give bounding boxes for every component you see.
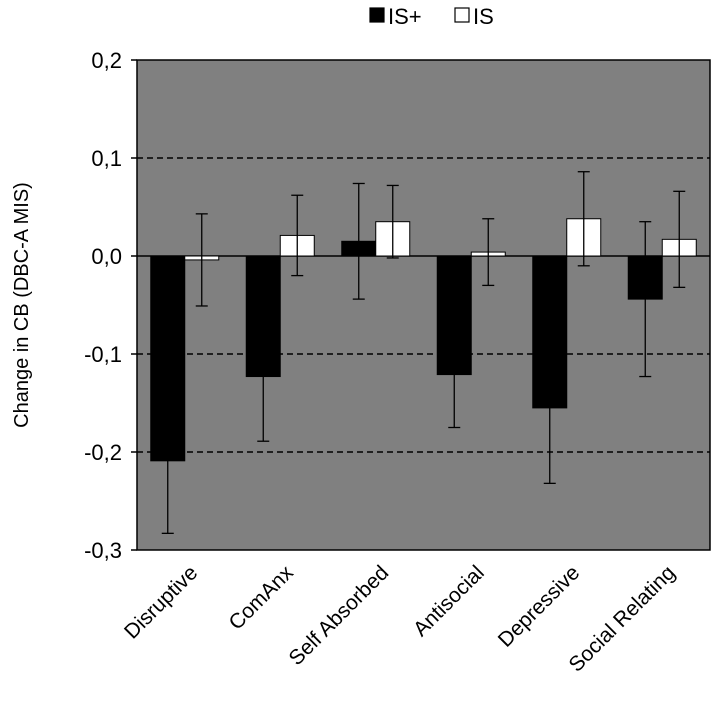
gridlines	[137, 157, 710, 453]
y-tick-label: -0,1	[84, 342, 122, 367]
y-axis-ticks: 0,2 0,1 0,0 -0,1 -0,2 -0,3	[84, 48, 137, 563]
error-bars-group	[161, 171, 686, 534]
y-tick-label: 0,1	[91, 146, 122, 171]
legend-label: IS	[473, 4, 494, 29]
legend: IS+ IS	[369, 4, 494, 29]
y-tick-label: 0,2	[91, 48, 122, 73]
legend-swatch	[454, 7, 470, 23]
y-axis-label: Change in CB (DBC-A MIS)	[11, 182, 33, 428]
y-tick-label: -0,2	[84, 440, 122, 465]
y-tick-label: -0,3	[84, 538, 122, 563]
x-category-label: Self Absorbed	[285, 561, 394, 670]
legend-label: IS+	[388, 4, 422, 29]
x-category-label: Depressive	[494, 561, 585, 652]
x-category-label: ComAnx	[225, 561, 299, 635]
plot-area	[136, 59, 711, 551]
x-category-label: Disruptive	[120, 561, 202, 643]
y-tick-label: 0,0	[91, 244, 122, 269]
legend-swatch	[369, 7, 385, 23]
x-category-label: Antisocial	[409, 561, 489, 641]
